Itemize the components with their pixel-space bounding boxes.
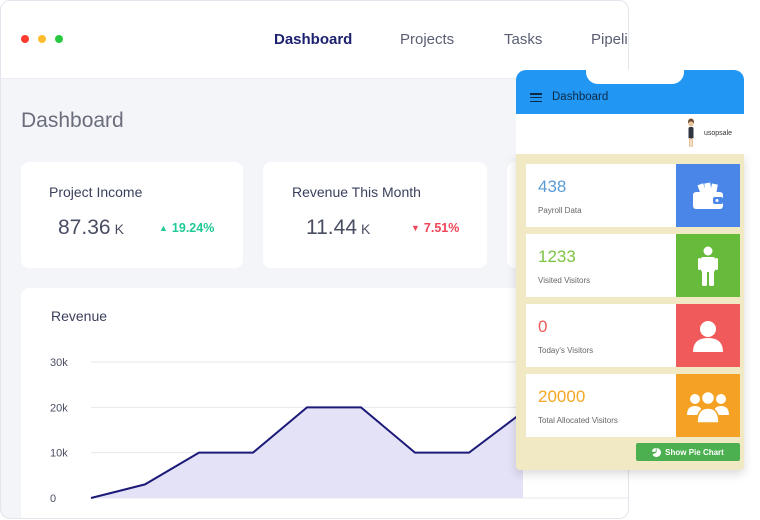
revenue-month-card: Revenue This Month 11.44 K ▼ 7.51% (263, 162, 487, 268)
card-change: ▲ 19.24% (159, 221, 214, 235)
card-value-unit: K (114, 221, 124, 237)
user-icon (676, 304, 740, 367)
stat-label: Visited Visitors (538, 276, 591, 285)
nav-pipeline[interactable]: Pipeli (591, 31, 628, 48)
phone-notch (586, 70, 684, 84)
phone-body: 438 Payroll Data 1233 Visited Visitors (516, 154, 744, 470)
wallet-icon (676, 164, 740, 227)
page-title: Dashboard (21, 109, 124, 132)
stat-label: Total Allocated Visitors (538, 416, 618, 425)
card-change: ▼ 7.51% (411, 221, 459, 235)
stat-label: Payroll Data (538, 206, 582, 215)
mobile-app-preview: 438 Payroll Data 1233 Visited Visitors (516, 70, 744, 470)
nav-projects[interactable]: Projects (400, 31, 455, 48)
card-value: 11.44 K (306, 216, 370, 240)
y-tick-label: 20k (50, 402, 68, 414)
chart-title: Revenue (51, 308, 108, 324)
card-value-number: 87.36 (58, 216, 111, 239)
revenue-area (91, 407, 523, 498)
stat-card-visited[interactable]: 1233 Visited Visitors (526, 234, 740, 297)
y-tick-label: 0 (50, 493, 56, 505)
y-tick-label: 10k (50, 448, 68, 460)
top-navbar: Dashboard Projects Tasks Pipeli (1, 1, 628, 79)
stat-value: 0 (538, 317, 548, 336)
card-title: Project Income (49, 184, 143, 200)
person-icon (676, 234, 740, 297)
group-icon (676, 374, 740, 437)
phone-header: Dashboard (516, 70, 744, 114)
menu-icon[interactable] (530, 93, 542, 103)
stat-card-today[interactable]: 0 Today's Visitors (526, 304, 740, 367)
stat-card-payroll[interactable]: 438 Payroll Data (526, 164, 740, 227)
card-change-value: 19.24% (171, 221, 215, 235)
show-pie-chart-label: Show Pie Chart (665, 447, 724, 457)
pie-chart-icon (652, 447, 662, 457)
nav-dashboard[interactable]: Dashboard (274, 31, 353, 48)
project-income-card: Project Income 87.36 K ▲ 19.24% (21, 162, 243, 268)
stat-value: 20000 (538, 387, 586, 406)
avatar[interactable] (686, 118, 696, 148)
card-value-unit: K (361, 221, 371, 237)
stat-value: 1233 (538, 247, 576, 266)
phone-user-bar: usopsale (516, 114, 744, 154)
card-value-number: 11.44 (306, 216, 357, 239)
show-pie-chart-button[interactable]: Show Pie Chart (636, 443, 740, 461)
card-value: 87.36 K (58, 216, 124, 240)
stat-value: 438 (538, 177, 567, 196)
phone-title: Dashboard (552, 91, 609, 103)
card-title: Revenue This Month (292, 184, 421, 200)
close-window-dot[interactable] (21, 35, 29, 43)
nav-tasks[interactable]: Tasks (504, 31, 543, 48)
card-change-value: 7.51% (423, 221, 460, 235)
stat-card-allocated[interactable]: 20000 Total Allocated Visitors (526, 374, 740, 437)
arrow-down-icon: ▼ (411, 223, 420, 233)
arrow-up-icon: ▲ (159, 223, 168, 233)
username: usopsale (704, 130, 733, 137)
revenue-chart: 30k 20k 10k 0 (50, 357, 628, 505)
minimize-window-dot[interactable] (38, 35, 46, 43)
stat-label: Today's Visitors (538, 346, 594, 355)
y-tick-label: 30k (50, 357, 68, 369)
maximize-window-dot[interactable] (55, 35, 63, 43)
